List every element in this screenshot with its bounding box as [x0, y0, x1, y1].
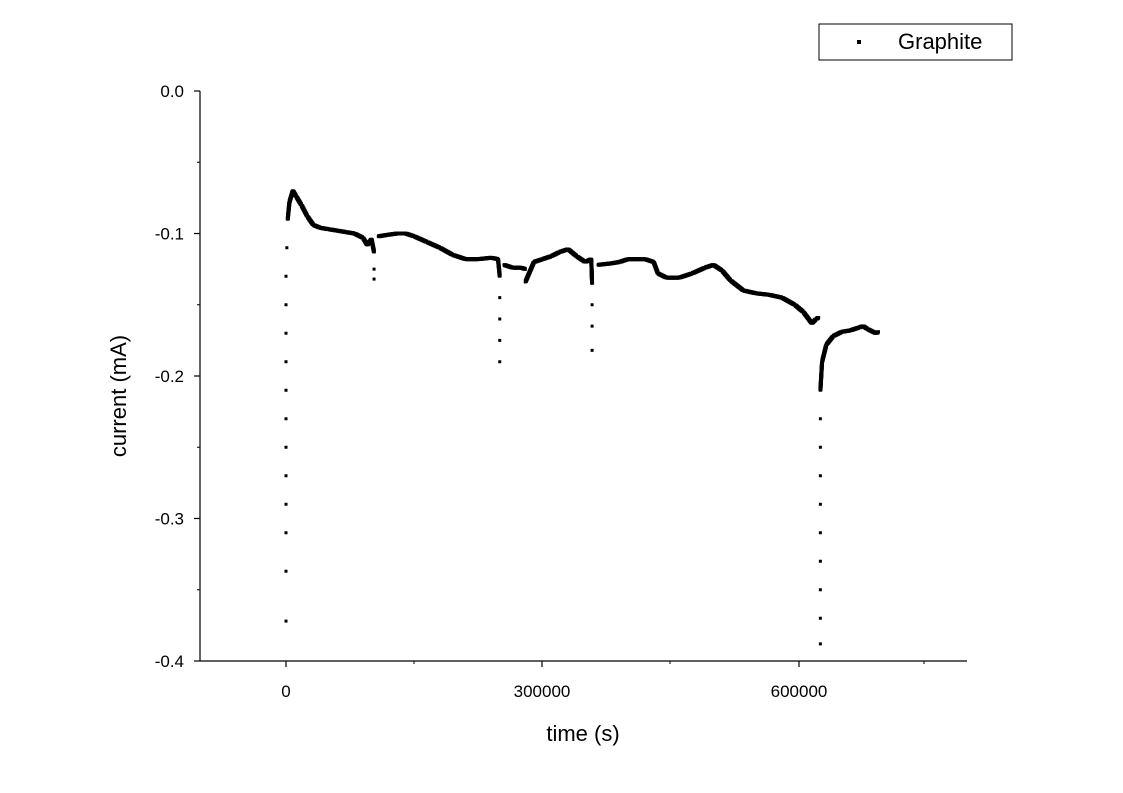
data-point [498, 338, 502, 342]
data-point [284, 274, 288, 278]
data-point [284, 360, 288, 364]
legend-label-graphite: Graphite [898, 29, 982, 54]
data-point [284, 474, 288, 478]
y-tick-label: 0.0 [160, 82, 184, 101]
data-point [284, 331, 288, 335]
data-point [372, 250, 376, 254]
data-point [372, 267, 376, 271]
data-point [818, 417, 822, 421]
data-point [818, 474, 822, 478]
y-tick-label: -0.3 [155, 510, 184, 529]
data-point [590, 324, 594, 328]
x-axis: 0 300000 600000 time (s) [200, 660, 967, 746]
data-point [818, 559, 822, 563]
x-axis-title: time (s) [546, 721, 619, 746]
data-point [817, 316, 821, 320]
data-point [818, 531, 822, 535]
data-point [284, 388, 288, 392]
data-point [590, 303, 594, 307]
x-tick-label: 600000 [771, 682, 828, 701]
data-point [818, 642, 822, 646]
data-point [372, 277, 376, 281]
data-point [284, 569, 288, 573]
data-point [590, 281, 594, 285]
data-point [818, 588, 822, 592]
data-point [523, 267, 527, 271]
data-point [498, 274, 502, 278]
legend-box [818, 23, 1013, 61]
data-point [284, 303, 288, 307]
y-tick-label: -0.1 [155, 225, 184, 244]
y-tick-label: -0.4 [155, 652, 184, 671]
data-point [284, 619, 288, 623]
data-point [818, 616, 822, 620]
data-point [818, 445, 822, 449]
x-tick-label: 300000 [514, 682, 571, 701]
y-tick-label: -0.2 [155, 367, 184, 386]
data-point [284, 502, 288, 506]
legend-marker-graphite [857, 40, 861, 44]
data-point [498, 296, 502, 300]
data-point [877, 330, 881, 334]
y-axis-title: current (mA) [106, 335, 131, 457]
data-point [818, 502, 822, 506]
series-graphite [284, 189, 881, 646]
x-tick-label: 0 [281, 682, 290, 701]
data-point [590, 348, 594, 352]
legend: Graphite [818, 23, 1013, 61]
data-point [498, 360, 502, 364]
data-point [285, 246, 289, 250]
data-point [284, 445, 288, 449]
data-point [284, 531, 288, 535]
y-axis: 0.0 -0.1 -0.2 -0.3 -0.4 current (mA) [106, 82, 201, 671]
data-point [284, 417, 288, 421]
data-point [498, 317, 502, 321]
